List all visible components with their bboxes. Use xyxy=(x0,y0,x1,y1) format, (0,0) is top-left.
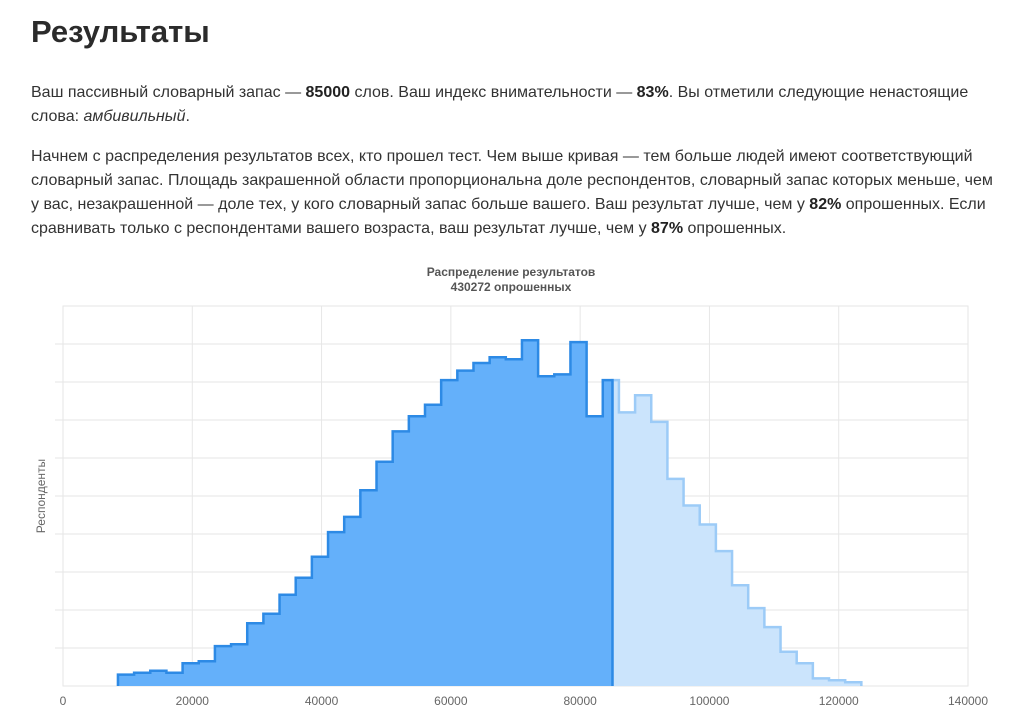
chart-subtitle: 430272 опрошенных xyxy=(451,280,572,294)
fake-words-value: амбивильный xyxy=(83,108,186,125)
better-than-age-value: 87% xyxy=(651,220,684,237)
summary-text-2: слов. Ваш индекс внимательности — xyxy=(350,84,637,101)
unfilled-outline xyxy=(611,378,863,686)
explanation-text-1: Начнем с распределения результатов всех,… xyxy=(31,148,993,213)
chart-title: Распределение результатов xyxy=(427,265,596,279)
x-tick-label: 140000 xyxy=(948,694,988,708)
x-tick-label: 40000 xyxy=(305,694,339,708)
summary-paragraph: Ваш пассивный словарный запас — 85000 сл… xyxy=(31,81,996,129)
x-tick-label: 80000 xyxy=(563,694,597,708)
distribution-chart: Распределение результатов 430272 опрошен… xyxy=(34,265,989,708)
attention-index-value: 83% xyxy=(636,84,669,101)
x-tick-label: 60000 xyxy=(434,694,468,708)
summary-text-1: Ваш пассивный словарный запас — xyxy=(31,84,306,101)
y-axis-label: Респонденты xyxy=(34,459,48,533)
filled-area xyxy=(117,340,613,686)
x-axis-ticks: 0 20000 40000 60000 80000 100000 120000 140000 xyxy=(60,694,989,708)
unfilled-area xyxy=(612,380,862,686)
summary-text-3: . Вы отметили следующие ненастоящие слов… xyxy=(31,84,969,125)
better-than-all-value: 82% xyxy=(809,196,842,213)
x-tick-label: 120000 xyxy=(819,694,859,708)
chart-areas xyxy=(116,338,863,686)
x-tick-label: 0 xyxy=(60,694,67,708)
page-title: Результаты xyxy=(31,14,210,49)
summary-text-4: . xyxy=(185,108,190,125)
filled-outline xyxy=(116,338,614,686)
explanation-text-2: опрошенных. Если сравнивать только с рес… xyxy=(31,196,986,237)
x-tick-label: 100000 xyxy=(689,694,729,708)
x-tick-label: 20000 xyxy=(176,694,210,708)
explanation-paragraph: Начнем с распределения результатов всех,… xyxy=(31,145,996,241)
explanation-text-3: опрошенных. xyxy=(683,220,787,237)
vocabulary-value: 85000 xyxy=(305,84,351,101)
